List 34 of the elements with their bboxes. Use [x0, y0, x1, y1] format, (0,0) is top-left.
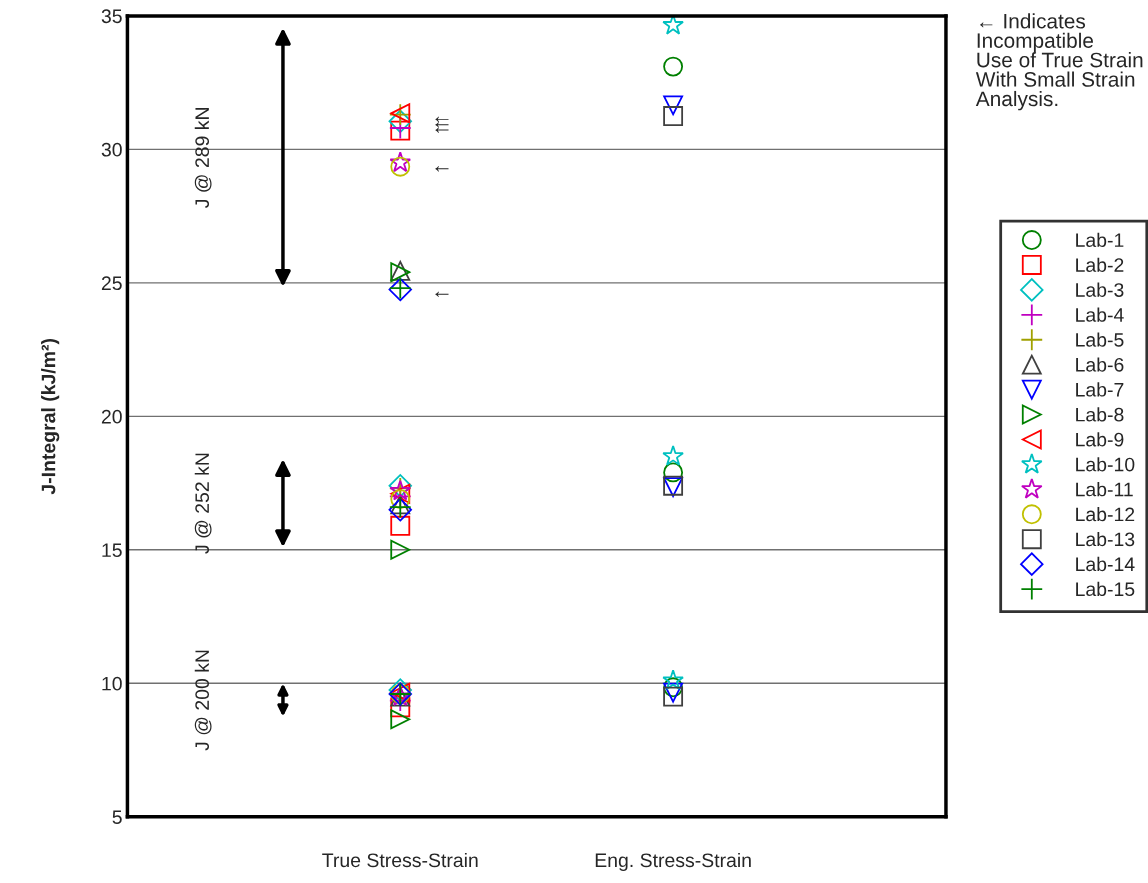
y-tick-label: 20: [101, 409, 122, 424]
y-tick-label: 25: [101, 276, 122, 291]
legend-label: Lab-5: [1076, 332, 1124, 347]
legend-label: Lab-14: [1076, 556, 1135, 572]
text: ← Indicates Incompatible Use of True Strain With Small Strain Analysis.: [975, 13, 1143, 111]
y-tick-label: 5: [112, 810, 122, 825]
annotation: J @ 252 kN: [194, 453, 212, 554]
annotation: ←: [435, 291, 449, 297]
legend-label: Lab-15: [1076, 581, 1135, 597]
annotation: ←: [435, 127, 449, 133]
y-tick-label: 10: [102, 676, 122, 691]
legend-label: Lab-7: [1076, 382, 1124, 397]
legend-label: Lab-11: [1076, 482, 1133, 497]
legend-label: Lab-4: [1076, 307, 1124, 322]
legend-label: Lab-6: [1076, 357, 1124, 372]
annotation: ←: [435, 166, 449, 172]
y-tick-label: 35: [101, 9, 122, 24]
legend-label: Lab-2: [1076, 257, 1124, 272]
legend-label: Lab-10: [1076, 457, 1135, 472]
y-tick-label: 15: [102, 543, 122, 558]
legend-label: Lab-13: [1076, 531, 1135, 547]
legend-label: Lab-1: [1076, 232, 1124, 248]
annotation: J @ 200 kN: [194, 650, 212, 751]
annotation: ←: [435, 116, 449, 122]
annotation: ←: [435, 122, 449, 128]
y-axis-title: J-Integral (kJ/m²): [41, 338, 60, 495]
legend-label: Lab-8: [1076, 407, 1124, 422]
legend-label: Lab-9: [1076, 432, 1124, 447]
annotation: J @ 289 kN: [194, 108, 212, 209]
x-tick-label: Eng. Stress-Strain: [595, 852, 751, 872]
legend-label: Lab-3: [1076, 282, 1124, 297]
legend-label: Lab-12: [1076, 507, 1135, 522]
x-tick-label: True Stress-Strain: [322, 852, 478, 868]
y-tick-label: 30: [101, 142, 122, 157]
